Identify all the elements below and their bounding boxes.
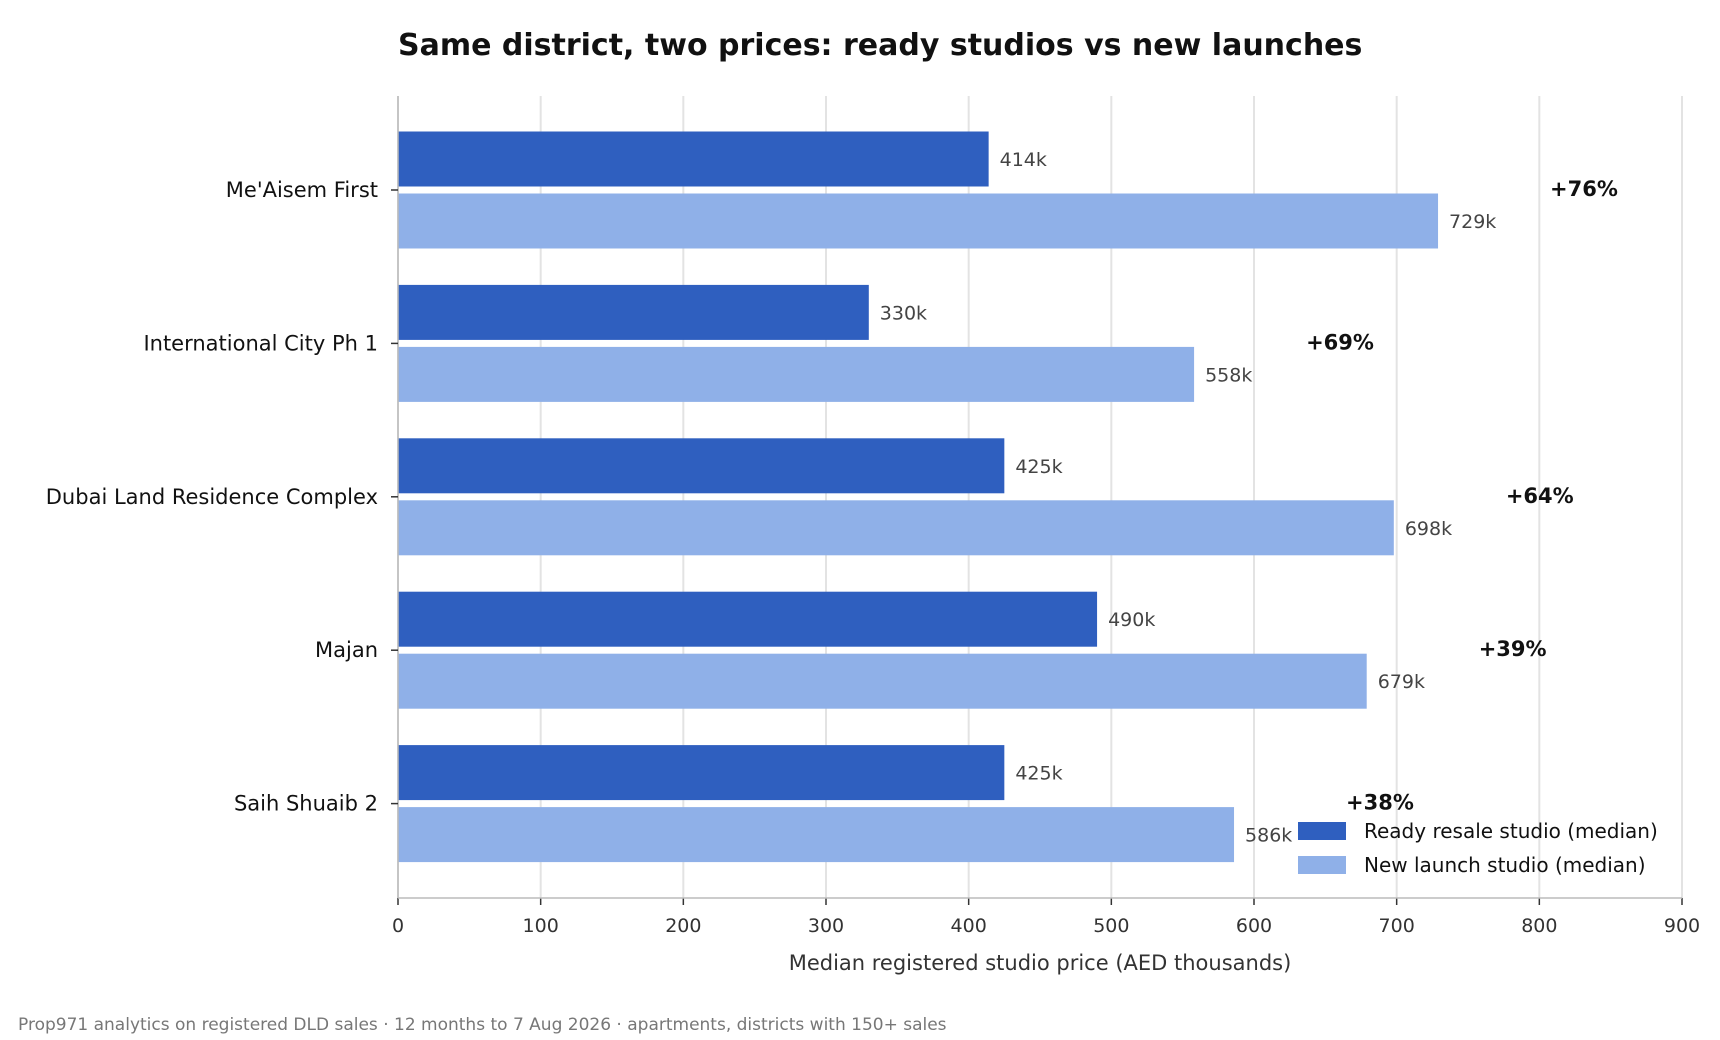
bar-ready <box>398 131 989 187</box>
bar-ready <box>398 438 1005 494</box>
bar-ready <box>398 591 1098 647</box>
premium-label: +38% <box>1346 791 1414 815</box>
value-label-launch: 586k <box>1245 825 1292 847</box>
premium-label: +69% <box>1306 330 1374 354</box>
value-label-launch: 679k <box>1378 671 1425 693</box>
value-label-launch: 729k <box>1449 211 1496 233</box>
value-label-ready: 425k <box>1015 763 1062 785</box>
category-label: Saih Shuaib 2 <box>234 792 378 816</box>
bar-ready <box>398 745 1005 801</box>
premium-label: +39% <box>1479 637 1547 661</box>
value-label-launch: 558k <box>1205 364 1252 386</box>
x-tick-label: 900 <box>1664 915 1700 937</box>
legend-swatch-ready <box>1298 822 1346 840</box>
category-label: International City Ph 1 <box>143 331 378 355</box>
x-tick-label: 500 <box>1093 915 1129 937</box>
axes: 0 100 200 300 400 500 600 700 800 900 Me'Aisem Fir… <box>46 96 1700 937</box>
value-label-launch: 698k <box>1405 518 1452 540</box>
legend-label-ready: Ready resale studio (median) <box>1364 819 1658 843</box>
x-tick-label: 100 <box>523 915 559 937</box>
bar-launch <box>398 807 1235 863</box>
bars: 414k 729k +76% 330k 558k +69% 425k 698k +64% 490k… <box>398 131 1618 863</box>
x-tick-label: 400 <box>951 915 987 937</box>
legend-swatch-launch <box>1298 856 1346 874</box>
x-axis-title: Median registered studio price (AED thou… <box>789 951 1292 975</box>
bar-launch <box>398 346 1195 402</box>
value-label-ready: 330k <box>880 302 927 324</box>
x-tick-label: 600 <box>1236 915 1272 937</box>
bar-ready <box>398 284 869 340</box>
category-label: Dubai Land Residence Complex <box>46 485 378 509</box>
bar-launch <box>398 500 1394 556</box>
x-tick-label: 300 <box>808 915 844 937</box>
value-label-ready: 414k <box>1000 149 1047 171</box>
value-label-ready: 490k <box>1108 609 1155 631</box>
value-label-ready: 425k <box>1015 456 1062 478</box>
category-label: Me'Aisem First <box>226 178 378 202</box>
premium-label: +76% <box>1550 177 1618 201</box>
x-tick-label: 800 <box>1521 915 1557 937</box>
legend: Ready resale studio (median) New launch s… <box>1298 819 1658 877</box>
premium-label: +64% <box>1506 484 1574 508</box>
x-tick-label: 0 <box>392 915 404 937</box>
chart-title: Same district, two prices: ready studios… <box>398 28 1362 63</box>
legend-label-launch: New launch studio (median) <box>1364 853 1646 877</box>
footer-note: Prop971 analytics on registered DLD sale… <box>18 1015 947 1035</box>
category-label: Majan <box>315 638 378 662</box>
bar-launch <box>398 653 1367 709</box>
x-tick-label: 700 <box>1379 915 1415 937</box>
x-tick-label: 200 <box>665 915 701 937</box>
bar-launch <box>398 193 1439 249</box>
